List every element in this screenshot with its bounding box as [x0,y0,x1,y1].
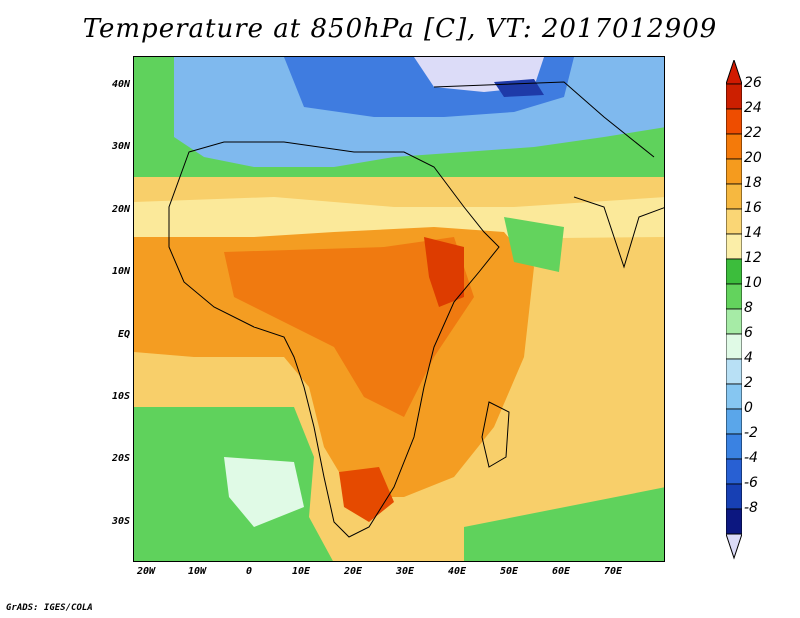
lon-label-30e: 30E [395,566,415,577]
field-south-indian [464,487,664,561]
colorbar-box [726,283,742,310]
colorbar-box [726,158,742,185]
field-cool-patch [224,457,304,527]
asia-coastline [433,81,655,158]
lat-label-20s: 20S [111,453,130,464]
colorbar-label: 14 [744,225,762,241]
grads-credit: GrADS: IGES/COLA [6,603,93,613]
colorbar-label: 6 [744,325,753,341]
lon-label-20w: 20W [136,566,156,577]
colorbar [726,60,742,560]
lat-label-eq: EQ [117,329,130,340]
colorbar-label: 4 [744,350,753,366]
colorbar-box [726,508,742,535]
lat-label-30n: 30N [111,141,130,152]
lon-label-20e: 20E [343,566,363,577]
colorbar-label: 12 [744,250,762,266]
lat-label-10n: 10N [111,266,130,277]
temperature-map [133,56,665,562]
colorbar-label: -6 [744,475,758,491]
colorbar-box [726,108,742,135]
lon-label-60e: 60E [551,566,571,577]
field-hot-region [224,237,474,417]
colorbar-label: -4 [744,450,758,466]
lon-label-10w: 10W [187,566,207,577]
colorbar-box [726,383,742,410]
colorbar-label: 26 [744,75,762,91]
colorbar-boxes [726,83,742,535]
colorbar-box [726,333,742,360]
colorbar-label: 20 [744,150,762,166]
colorbar-bottom-arrow [726,533,742,560]
india-coastline [573,196,664,269]
colorbar-top-arrow [726,60,742,85]
madagascar-coastline [481,401,510,468]
colorbar-box [726,233,742,260]
lat-label-20n: 20N [111,204,130,215]
colorbar-label: 24 [744,100,762,116]
colorbar-box [726,183,742,210]
colorbar-box [726,308,742,335]
colorbar-label: 18 [744,175,762,191]
colorbar-box [726,408,742,435]
colorbar-label: 22 [744,125,762,141]
colorbar-box [726,458,742,485]
colorbar-box [726,83,742,110]
colorbar-box [726,358,742,385]
colorbar-label: -8 [744,500,758,516]
colorbar-label: 16 [744,200,762,216]
lat-label-30s: 30S [111,516,130,527]
colorbar-box [726,433,742,460]
lat-label-40n: 40N [111,79,130,90]
colorbar-label: 2 [744,375,753,391]
lon-label-0: 0 [245,566,253,577]
africa-coastline [168,141,500,538]
colorbar-label: 10 [744,275,762,291]
colorbar-box [726,133,742,160]
lon-label-50e: 50E [499,566,519,577]
lon-label-10e: 10E [291,566,311,577]
colorbar-label: 0 [744,400,753,416]
colorbar-label: -2 [744,425,758,441]
lat-label-10s: 10S [111,391,130,402]
colorbar-box [726,483,742,510]
colorbar-box [726,208,742,235]
lon-label-70e: 70E [603,566,623,577]
temperature-field [134,57,664,561]
colorbar-label: 8 [744,300,753,316]
lon-label-40e: 40E [447,566,467,577]
field-hotspot-east [424,237,464,307]
colorbar-box [726,258,742,285]
map-title: Temperature at 850hPa [C], VT: 201701290… [82,14,718,44]
field-arabian-green [504,217,564,272]
